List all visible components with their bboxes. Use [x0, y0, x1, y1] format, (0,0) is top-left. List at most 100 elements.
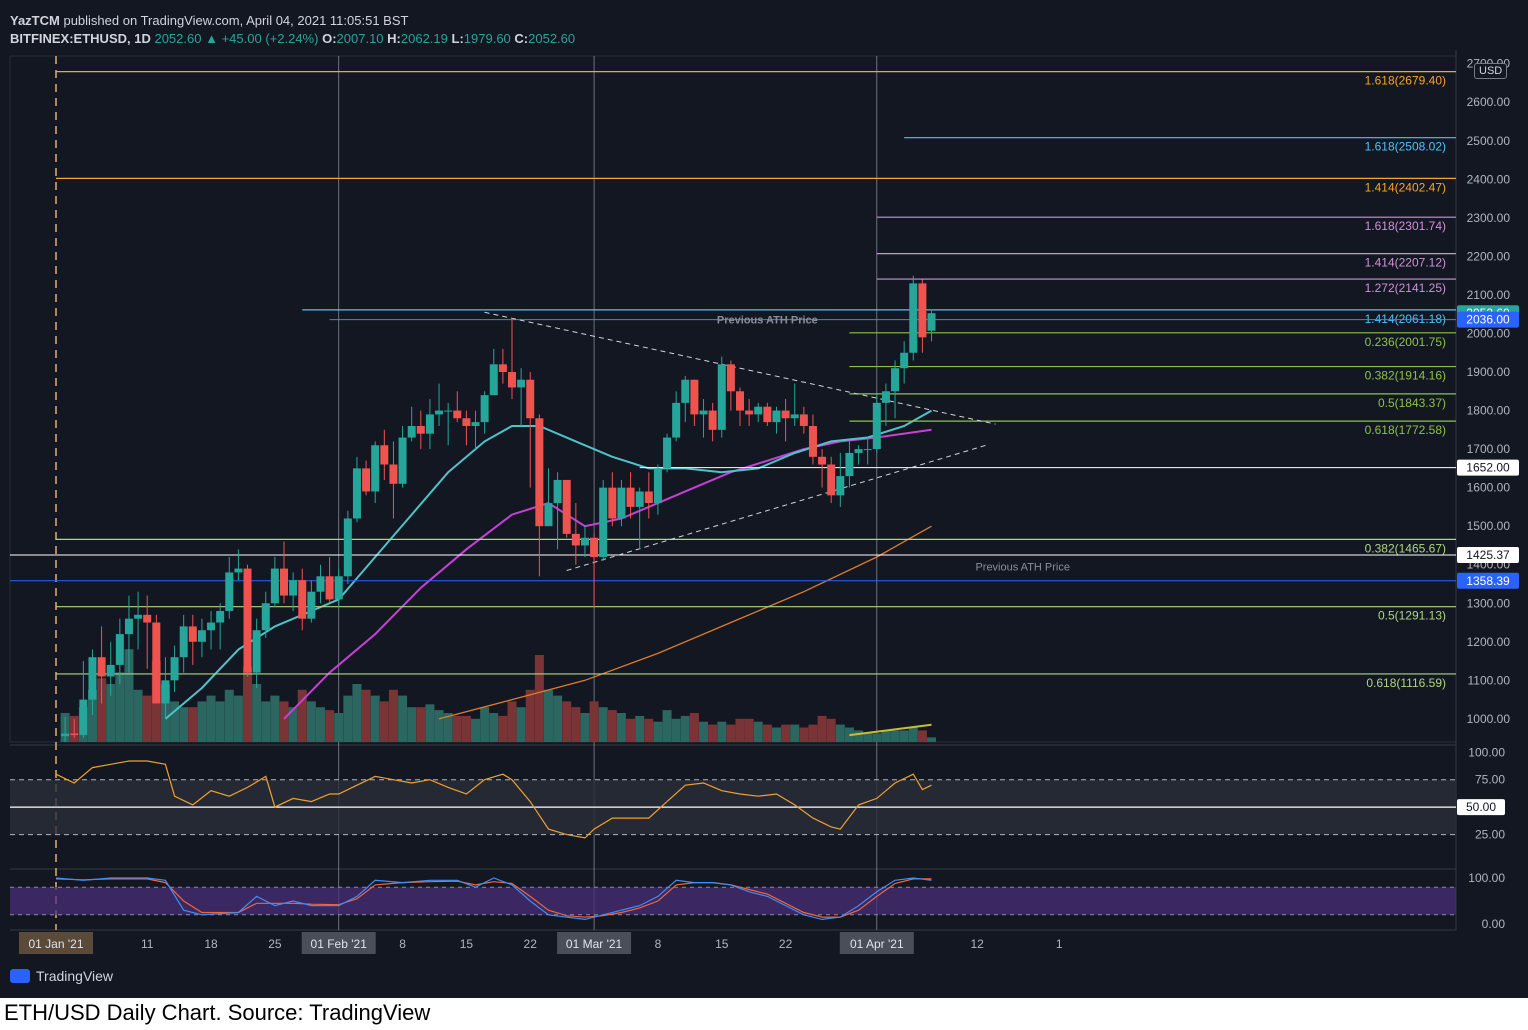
rsi-tag-bg [1457, 799, 1505, 816]
volume-bar [653, 721, 663, 742]
volume-bar [315, 707, 325, 742]
volume-bar [288, 707, 298, 742]
fib-level-label: 0.382(1465.67) [1365, 541, 1446, 555]
tradingview-logo[interactable]: TradingView [10, 968, 113, 984]
candle-body [243, 568, 252, 673]
annotation-label: Previous ATH Price [975, 562, 1070, 574]
volume-bar [388, 689, 398, 742]
candle-body [736, 391, 744, 411]
volume-bar [97, 678, 107, 742]
volume-bar [854, 730, 864, 742]
last-price: 2052.60 [154, 31, 202, 46]
candle-body [644, 491, 653, 504]
price-tag-label: 1425.37 [1466, 548, 1510, 562]
chart-canvas[interactable]: 1.618(2679.40) 1.618(2508.02) 1.414(2402.4… [0, 0, 1528, 998]
candle-body [535, 418, 544, 527]
volume-bar [671, 718, 681, 742]
time-tag-bg [301, 932, 376, 954]
price-tick-label: 1700.00 [1467, 442, 1511, 456]
volume-bar [261, 701, 271, 742]
candle-body [690, 379, 699, 415]
volume-bar [507, 701, 517, 742]
volume-bar [498, 715, 508, 742]
volume-bar [917, 730, 927, 742]
candle-body [653, 468, 662, 504]
volume-bar [379, 701, 389, 742]
volume-bar [589, 701, 599, 742]
currency-label[interactable]: USD [1474, 63, 1508, 79]
price-tag-bg [1457, 311, 1519, 328]
candle-body [517, 379, 526, 388]
volume-bar [252, 684, 262, 742]
volume-bar [771, 727, 781, 742]
volume-bar [224, 689, 234, 742]
volume-bar [890, 730, 900, 742]
volume-bar [416, 707, 426, 742]
fib-level-label: 1.414(2402.47) [1365, 180, 1446, 194]
price-tick-label: 2500.00 [1467, 134, 1511, 148]
time-tick-label: 11 [141, 937, 154, 951]
volume-bar [826, 718, 836, 742]
publisher-name[interactable]: YazTCM [10, 13, 60, 28]
chart-frame: 1.618(2679.40) 1.618(2508.02) 1.414(2402.4… [0, 0, 1528, 998]
volume-bar [334, 713, 344, 742]
candle-body [143, 614, 152, 623]
volume-bar [708, 724, 718, 742]
candle-body [416, 425, 425, 434]
time-tick-label: 8 [399, 937, 406, 951]
price-tag-bg [1457, 546, 1519, 563]
volume-bar [790, 724, 800, 742]
candle-body [252, 630, 261, 673]
volume-bar [170, 701, 180, 742]
fib-level-label: 0.236(2001.75) [1365, 335, 1446, 349]
fib-level-label: 1.618(2679.40) [1365, 74, 1446, 88]
time-tick-label: 25 [268, 937, 282, 951]
volume-bar [489, 713, 499, 742]
up-arrow-icon: ▲ [205, 31, 218, 46]
stoch-band [10, 887, 1456, 915]
candle-body [207, 622, 216, 631]
rsi-tick-label: 25.00 [1475, 828, 1505, 842]
candle-body [280, 568, 288, 596]
trendline [484, 311, 996, 425]
volume-bar [717, 721, 727, 742]
candle-body [663, 437, 672, 469]
caption: ETH/USD Daily Chart. Source: TradingView [4, 1000, 431, 1025]
volume-bar [735, 718, 745, 742]
candle-body [462, 418, 471, 426]
candle-body [909, 283, 918, 353]
symbol-label[interactable]: BITFINEX:ETHUSD, 1D [10, 31, 151, 46]
candle-body [444, 410, 453, 412]
high-value: 2062.19 [400, 31, 448, 46]
volume-bar [817, 715, 827, 742]
main-pane-border [9, 55, 1457, 743]
candle-body [872, 402, 881, 450]
rsi-tick-label: 50.00 [1466, 800, 1496, 814]
volume-bar [553, 695, 563, 742]
candle-body [389, 464, 398, 484]
candle-body [708, 410, 717, 430]
candle-body [316, 576, 325, 592]
candle-body [216, 610, 225, 623]
volume-bar [635, 715, 645, 742]
candle-body [234, 568, 243, 573]
fib-level-label: 1.272(2141.25) [1365, 281, 1446, 295]
candle-body [699, 410, 708, 415]
volume-bar [662, 710, 672, 742]
candle-body [435, 410, 444, 415]
candle-body [626, 487, 635, 507]
time-tick-label: 01 Mar '21 [566, 937, 623, 951]
volume-bar [142, 695, 152, 742]
candle-body [170, 657, 179, 681]
trendline [566, 444, 987, 571]
candle-body [508, 372, 516, 388]
time-tag-bg [557, 932, 632, 954]
candle-body [599, 487, 608, 558]
published-text: published on TradingView.com, April 04, … [63, 13, 409, 28]
candle-body [70, 733, 79, 736]
candle-body [307, 591, 316, 619]
volume-bar [927, 737, 937, 742]
price-tag-label: 1652.00 [1466, 461, 1510, 475]
candle-body [672, 402, 681, 438]
candle-body [407, 425, 416, 438]
